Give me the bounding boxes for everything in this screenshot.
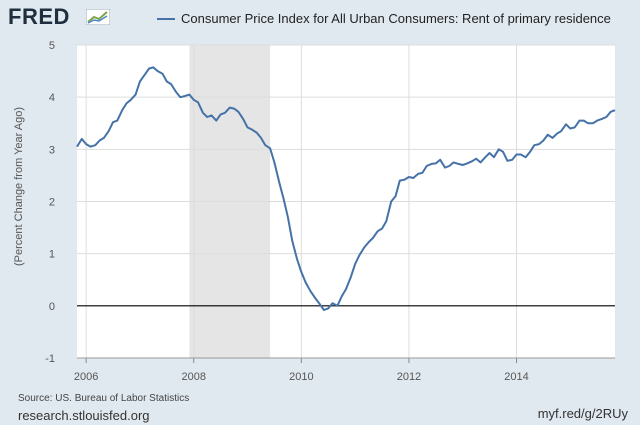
y-tick-label: 4 [49, 92, 55, 104]
y-tick-label: 0 [49, 301, 55, 313]
chart-trend-icon [86, 9, 110, 25]
x-tick-label: 2012 [397, 371, 421, 383]
y-tick-label: 1 [49, 249, 55, 261]
series-line [76, 66, 616, 311]
x-tick-label: 2014 [504, 371, 528, 383]
x-tick-label: 2010 [289, 371, 313, 383]
y-tick-label: 5 [49, 40, 55, 52]
chart-header: FRED Consumer Price Index for All Urban … [0, 0, 640, 40]
source-note: Source: US. Bureau of Labor Statistics [18, 393, 190, 404]
site-link[interactable]: research.stlouisfed.org [18, 408, 150, 423]
short-link[interactable]: myf.red/g/2RUy [537, 406, 628, 421]
y-axis-label: (Percent Change from Year Ago) [13, 107, 25, 266]
y-tick-label: 3 [49, 144, 55, 156]
legend-swatch [157, 17, 175, 20]
y-tick-label: 2 [49, 197, 55, 209]
legend: Consumer Price Index for All Urban Consu… [157, 11, 611, 26]
y-tick-label: -1 [45, 353, 55, 365]
legend-label: Consumer Price Index for All Urban Consu… [181, 11, 611, 26]
x-tick-label: 2006 [74, 371, 98, 383]
x-tick-label: 2008 [182, 371, 206, 383]
fred-logo[interactable]: FRED [8, 4, 70, 29]
